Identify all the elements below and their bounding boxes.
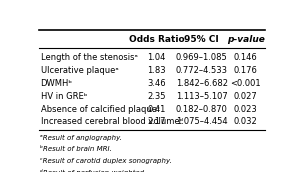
Text: 0.032: 0.032 — [234, 117, 258, 126]
Text: 0.969–1.085: 0.969–1.085 — [176, 53, 227, 62]
Text: 0.023: 0.023 — [234, 105, 258, 114]
Text: 0.176: 0.176 — [234, 66, 258, 75]
Text: 0.772–4.533: 0.772–4.533 — [176, 66, 228, 75]
Text: Odds Ratio: Odds Ratio — [129, 35, 184, 44]
Text: 0.41: 0.41 — [147, 105, 166, 114]
Text: 0.146: 0.146 — [234, 53, 258, 62]
Text: ᶜResult of carotid duplex sonography.: ᶜResult of carotid duplex sonography. — [40, 158, 172, 164]
Text: ᵇResult of brain MRI.: ᵇResult of brain MRI. — [40, 147, 112, 152]
Text: 3.46: 3.46 — [147, 79, 166, 88]
Text: ᵃResult of angiography.: ᵃResult of angiography. — [40, 135, 122, 141]
Text: 1.83: 1.83 — [147, 66, 166, 75]
Text: Ulcerative plaqueᵃ: Ulcerative plaqueᵃ — [41, 66, 118, 75]
Text: 2.35: 2.35 — [147, 92, 166, 101]
Text: 1.113–5.107: 1.113–5.107 — [176, 92, 227, 101]
Text: p-value: p-value — [227, 35, 265, 44]
Text: 1.075–4.454: 1.075–4.454 — [176, 117, 227, 126]
Text: 0.027: 0.027 — [234, 92, 258, 101]
Text: Increased cerebral blood volumeᵈ: Increased cerebral blood volumeᵈ — [41, 117, 182, 126]
Text: <0.001: <0.001 — [230, 79, 261, 88]
Text: 2.17: 2.17 — [147, 117, 166, 126]
Text: 1.842–6.682: 1.842–6.682 — [176, 79, 228, 88]
Text: HV in GREᵇ: HV in GREᵇ — [41, 92, 87, 101]
Text: 0.182–0.870: 0.182–0.870 — [176, 105, 228, 114]
Text: Absence of calcified plaqueᶜ: Absence of calcified plaqueᶜ — [41, 105, 159, 114]
Text: 1.04: 1.04 — [147, 53, 166, 62]
Text: ᵈResult of perfusion-weighted.: ᵈResult of perfusion-weighted. — [40, 169, 146, 172]
Text: DWMHᵇ: DWMHᵇ — [41, 79, 73, 88]
Text: 95% CI: 95% CI — [184, 35, 219, 44]
Text: Length of the stenosisᵃ: Length of the stenosisᵃ — [41, 53, 138, 62]
